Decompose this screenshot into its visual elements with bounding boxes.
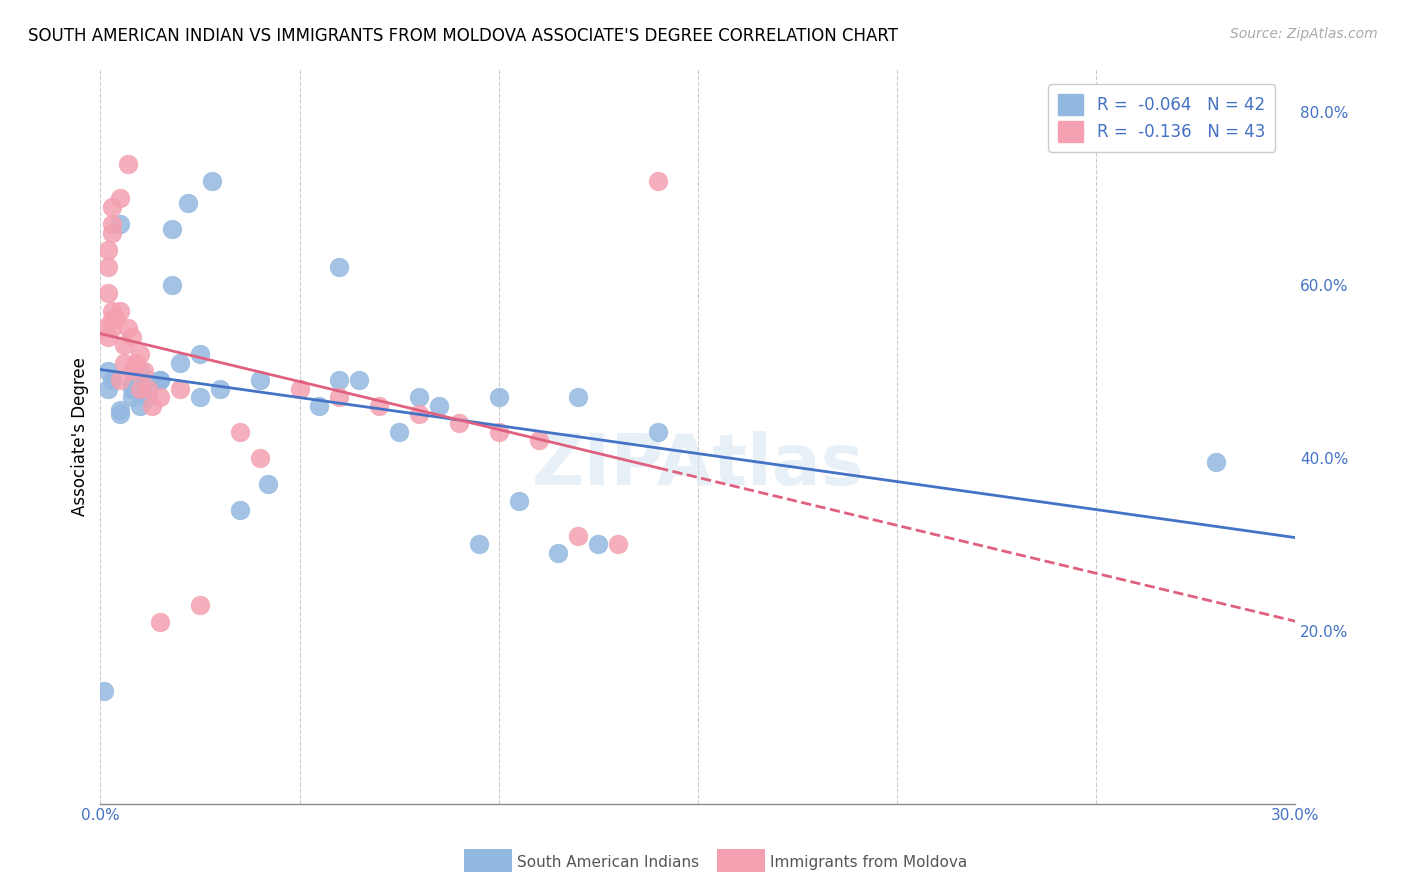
- Point: [647, 425, 669, 439]
- Point: [110, 303, 132, 318]
- Point: [488, 390, 510, 404]
- Point: [160, 277, 183, 292]
- Point: [129, 382, 152, 396]
- Point: [288, 382, 311, 396]
- Point: [249, 373, 271, 387]
- Point: [201, 174, 224, 188]
- Point: [1205, 455, 1227, 469]
- Y-axis label: Associate's Degree: Associate's Degree: [72, 357, 89, 516]
- Point: [427, 399, 450, 413]
- Point: [101, 226, 124, 240]
- Point: [136, 390, 159, 404]
- Point: [93, 321, 115, 335]
- Point: [547, 546, 569, 560]
- Point: [97, 243, 120, 257]
- Point: [101, 312, 124, 326]
- Point: [121, 364, 143, 378]
- Point: [112, 355, 135, 369]
- Point: [97, 260, 120, 275]
- Point: [508, 494, 530, 508]
- Point: [149, 390, 172, 404]
- Point: [588, 537, 610, 551]
- Point: [101, 303, 124, 318]
- Point: [117, 156, 139, 170]
- Point: [488, 425, 510, 439]
- Point: [129, 347, 152, 361]
- Point: [169, 382, 191, 396]
- Point: [177, 195, 200, 210]
- Point: [101, 373, 124, 387]
- Text: ZIPAtlas: ZIPAtlas: [531, 431, 865, 500]
- Point: [97, 286, 120, 301]
- Point: [101, 217, 124, 231]
- Point: [110, 403, 132, 417]
- Point: [101, 321, 124, 335]
- Point: [368, 399, 391, 413]
- Point: [188, 390, 211, 404]
- Point: [112, 338, 135, 352]
- Point: [647, 174, 669, 188]
- Text: Immigrants from Moldova: Immigrants from Moldova: [770, 855, 967, 870]
- Point: [527, 434, 550, 448]
- Point: [188, 347, 211, 361]
- Point: [188, 598, 211, 612]
- Point: [110, 408, 132, 422]
- Point: [160, 221, 183, 235]
- Point: [134, 364, 156, 378]
- Point: [136, 382, 159, 396]
- Point: [117, 321, 139, 335]
- Point: [97, 382, 120, 396]
- Point: [121, 377, 143, 392]
- Point: [607, 537, 630, 551]
- Point: [110, 217, 132, 231]
- Point: [229, 502, 252, 516]
- Point: [121, 390, 143, 404]
- Point: [93, 684, 115, 698]
- Point: [169, 355, 191, 369]
- Text: SOUTH AMERICAN INDIAN VS IMMIGRANTS FROM MOLDOVA ASSOCIATE'S DEGREE CORRELATION : SOUTH AMERICAN INDIAN VS IMMIGRANTS FROM…: [28, 27, 898, 45]
- Point: [121, 329, 143, 343]
- Point: [567, 390, 589, 404]
- Point: [308, 399, 330, 413]
- Legend: R =  -0.064   N = 42, R =  -0.136   N = 43: R = -0.064 N = 42, R = -0.136 N = 43: [1049, 84, 1275, 152]
- Point: [408, 408, 430, 422]
- Point: [129, 399, 152, 413]
- Point: [349, 373, 371, 387]
- Text: Source: ZipAtlas.com: Source: ZipAtlas.com: [1230, 27, 1378, 41]
- Text: South American Indians: South American Indians: [517, 855, 700, 870]
- Point: [447, 416, 470, 430]
- Point: [388, 425, 411, 439]
- Point: [110, 373, 132, 387]
- Point: [149, 373, 172, 387]
- Point: [101, 200, 124, 214]
- Point: [468, 537, 491, 551]
- Point: [97, 329, 120, 343]
- Point: [141, 399, 163, 413]
- Point: [328, 373, 350, 387]
- Point: [149, 373, 172, 387]
- Point: [129, 364, 152, 378]
- Point: [136, 373, 159, 387]
- Point: [97, 364, 120, 378]
- Point: [328, 390, 350, 404]
- Point: [249, 450, 271, 465]
- Point: [328, 260, 350, 275]
- Point: [105, 312, 128, 326]
- Point: [408, 390, 430, 404]
- Point: [256, 476, 278, 491]
- Point: [149, 615, 172, 629]
- Point: [229, 425, 252, 439]
- Point: [208, 382, 231, 396]
- Point: [567, 528, 589, 542]
- Point: [121, 382, 143, 396]
- Point: [110, 191, 132, 205]
- Point: [125, 355, 148, 369]
